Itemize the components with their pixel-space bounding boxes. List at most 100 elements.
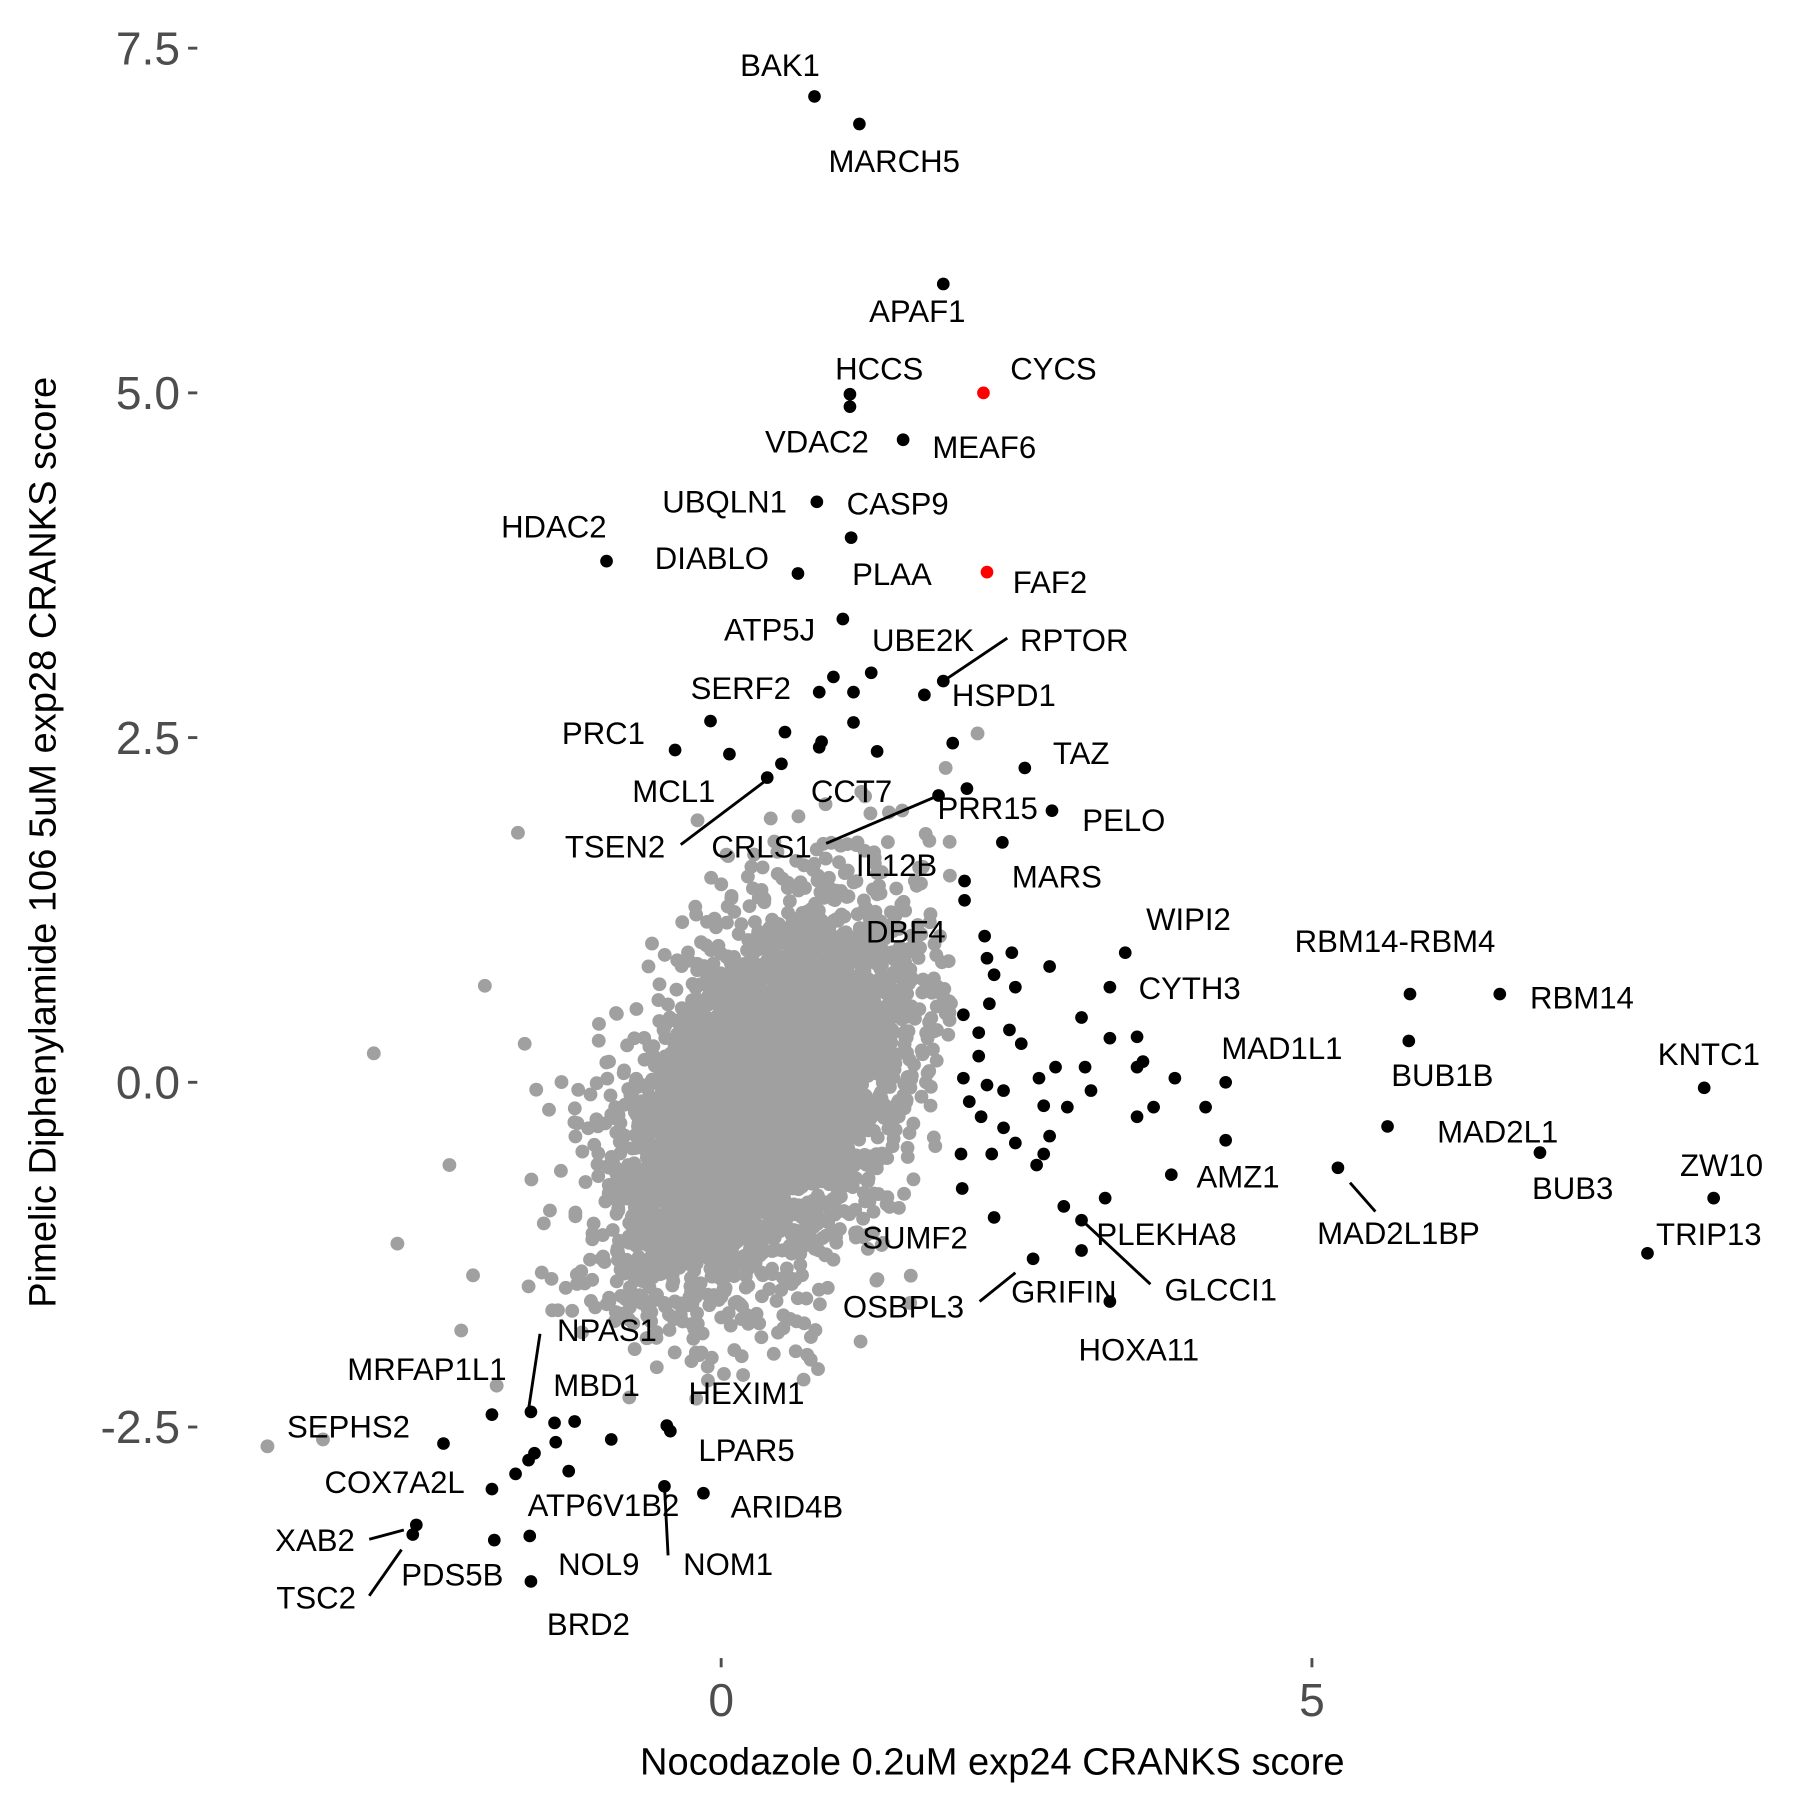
y-axis-title: Pimelic Diphenylamide 106 5uM exp28 CRAN… — [22, 377, 64, 1308]
label-connector — [527, 1333, 542, 1411]
point-zw10 — [1707, 1191, 1720, 1205]
background-point — [867, 850, 882, 865]
background-point — [770, 844, 785, 859]
background-point — [646, 1039, 661, 1054]
background-point — [755, 1129, 770, 1144]
background-point — [856, 1211, 871, 1226]
background-point — [583, 1252, 597, 1267]
background-point — [844, 930, 859, 945]
background-point — [713, 966, 728, 981]
background-point — [731, 1129, 746, 1144]
background-point — [691, 1009, 706, 1024]
hit-point — [775, 757, 788, 771]
background-point — [725, 1108, 740, 1123]
background-point — [828, 1095, 843, 1110]
background-point — [874, 1085, 888, 1100]
background-point — [631, 1237, 646, 1252]
background-point — [766, 1346, 781, 1361]
background-point — [790, 1151, 805, 1166]
hit-point — [778, 725, 792, 739]
point-atp6v1b2 — [509, 1467, 522, 1481]
background-point — [621, 1229, 636, 1244]
background-point — [591, 1033, 606, 1048]
point-glcci1 — [1075, 1213, 1088, 1227]
point-label: MCL1 — [632, 774, 715, 809]
background-point — [668, 1132, 683, 1147]
background-point — [915, 860, 930, 874]
background-point — [596, 1249, 611, 1264]
background-point — [727, 1343, 742, 1358]
hit-point — [980, 1078, 994, 1092]
background-point — [521, 1279, 536, 1294]
background-point — [821, 1215, 836, 1230]
background-point — [670, 1013, 685, 1028]
point-mbd1 — [548, 1416, 561, 1430]
background-point — [754, 994, 769, 1009]
hit-point — [972, 1026, 986, 1040]
background-point — [670, 953, 685, 968]
hit-points — [406, 90, 1720, 1588]
point-label: MEAF6 — [932, 430, 1036, 465]
background-point — [738, 970, 753, 985]
background-point — [629, 1002, 644, 1016]
y-tick-label: 5.0 — [116, 367, 180, 419]
background-point — [598, 1194, 613, 1209]
background-point — [715, 1260, 730, 1275]
background-point — [732, 1207, 747, 1221]
point-wipi2 — [1118, 946, 1132, 960]
background-point — [849, 874, 864, 889]
background-point — [591, 1146, 606, 1161]
background-point — [848, 1225, 863, 1240]
point-label: HDAC2 — [501, 510, 607, 545]
background-point — [815, 1010, 830, 1025]
point-label: HEXIM1 — [689, 1376, 805, 1411]
point-label: VDAC2 — [765, 424, 869, 459]
background-point — [641, 959, 656, 974]
background-point — [647, 1245, 662, 1259]
x-tick-label: 0 — [708, 1674, 734, 1726]
point-label: CCT7 — [811, 774, 892, 809]
background-point — [778, 1019, 793, 1034]
point-atp5j — [827, 670, 840, 684]
background-point — [670, 1227, 685, 1242]
background-point — [699, 994, 713, 1009]
background-point — [852, 921, 867, 936]
background-point — [839, 1132, 854, 1147]
background-point — [892, 940, 907, 955]
background-point — [922, 1064, 937, 1078]
hit-point — [954, 1147, 968, 1161]
background-point — [862, 1110, 876, 1125]
point-xab2 — [409, 1518, 423, 1532]
background-point — [938, 1006, 953, 1021]
background-point — [813, 939, 827, 954]
background-point — [776, 1139, 791, 1154]
background-point — [730, 1075, 745, 1090]
background-point — [721, 1158, 736, 1173]
background-point — [833, 1189, 848, 1204]
background-point — [684, 1317, 699, 1331]
background-point — [697, 1217, 712, 1232]
background-point — [771, 936, 786, 951]
background-point — [717, 1367, 731, 1381]
point-mcl1 — [723, 747, 736, 761]
background-point — [721, 1306, 736, 1320]
background-point — [915, 1045, 930, 1060]
point-label: PDS5B — [401, 1557, 503, 1592]
background-point — [916, 972, 931, 987]
point-label: MARS — [1012, 859, 1102, 894]
background-point — [647, 1058, 662, 1073]
background-point — [880, 835, 895, 849]
background-point — [804, 1155, 818, 1170]
background-point — [856, 1185, 871, 1200]
background-point — [797, 1211, 811, 1226]
point-label: BUB3 — [1532, 1171, 1613, 1206]
background-point — [754, 1219, 769, 1234]
background-point — [903, 1268, 918, 1283]
background-point — [667, 1345, 682, 1360]
hit-point — [1009, 1136, 1022, 1150]
background-point — [707, 1244, 722, 1259]
background-point — [914, 1089, 929, 1104]
background-point — [635, 1078, 650, 1093]
background-point — [649, 1330, 664, 1345]
background-point — [902, 1052, 917, 1067]
